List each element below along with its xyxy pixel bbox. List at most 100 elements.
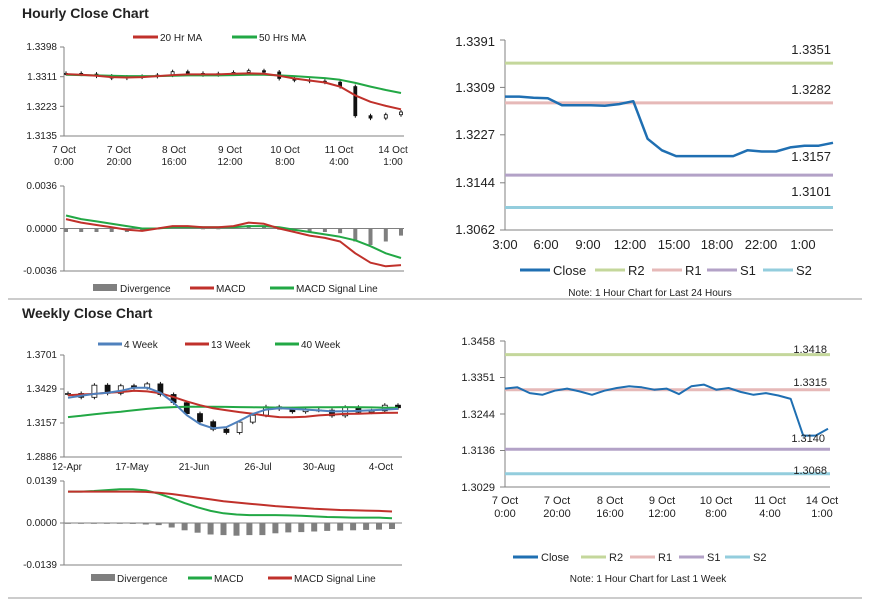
weekly-chart-title: Weekly Close Chart xyxy=(22,305,153,321)
divergence-bar xyxy=(142,523,149,525)
hourly-levels-plot xyxy=(505,61,834,209)
x-tick-label: 7 Oct xyxy=(107,145,131,156)
x-tick-label: 14 Oct xyxy=(378,145,408,156)
divergence-bar xyxy=(368,228,373,245)
x-tick-label: 10 Oct xyxy=(270,145,300,156)
y-tick-label: 1.3351 xyxy=(461,372,495,384)
x-tick-label: 9:00 xyxy=(575,237,600,252)
legend-divergence-swatch xyxy=(91,574,115,581)
hourly-candle xyxy=(368,115,373,119)
weekly-candle xyxy=(197,413,203,423)
w40-line xyxy=(67,405,399,419)
x-tick-label: 11 Oct xyxy=(754,495,786,507)
y-tick-label: 0.0000 xyxy=(26,518,57,529)
s1-level-label: 1.3157 xyxy=(791,149,831,164)
x-tick-label: 4:00 xyxy=(759,508,780,520)
x-tick-label: 12:00 xyxy=(217,157,242,168)
macd-signal-line xyxy=(65,214,402,259)
r2-level-label: 1.3351 xyxy=(791,42,831,57)
divergence-bar xyxy=(376,523,382,530)
divergence-bar xyxy=(181,523,188,531)
y-tick-label: 0.0036 xyxy=(26,181,57,192)
w4-line xyxy=(67,386,399,430)
x-tick-label: 16:00 xyxy=(161,157,186,168)
legend-signal-label: MACD Signal Line xyxy=(296,284,378,295)
s1-level-label: 1.3140 xyxy=(791,433,825,445)
x-tick-label: 15:00 xyxy=(658,237,691,252)
legend-s2-label: S2 xyxy=(796,263,812,278)
legend-s1-label: S1 xyxy=(707,552,720,564)
macd-signal-line xyxy=(68,490,393,513)
y-tick-label: 1.3029 xyxy=(461,482,495,494)
legend-close-label: Close xyxy=(541,552,569,564)
w13-line xyxy=(67,389,399,419)
weekly-levels-axes: 1.3458 1.3351 1.3244 1.3136 1.3029 7 Oct… xyxy=(461,336,838,520)
x-tick-label: 0:00 xyxy=(54,157,74,168)
y-tick-label: 1.3701 xyxy=(26,350,57,361)
s2-level-label: 1.3101 xyxy=(791,184,831,199)
divergence-bar xyxy=(194,523,201,533)
y-tick-label: 1.3157 xyxy=(26,418,57,429)
y-tick-label: 1.3135 xyxy=(26,131,57,142)
divergence-bar xyxy=(311,523,318,532)
x-tick-label: 12:00 xyxy=(614,237,647,252)
divergence-bar xyxy=(383,228,388,242)
divergence-bar xyxy=(129,523,136,524)
legend-r2-label: R2 xyxy=(628,263,645,278)
divergence-bar xyxy=(285,523,292,533)
x-tick-label: 4-Oct xyxy=(369,462,394,473)
weekly-macd-plot xyxy=(65,488,395,536)
x-tick-label: 20:00 xyxy=(543,508,571,520)
divergence-bar xyxy=(220,523,227,536)
hourly-levels-note: Note: 1 Hour Chart for Last 24 Hours xyxy=(568,288,731,299)
divergence-bar xyxy=(307,228,312,232)
x-tick-label: 8 Oct xyxy=(162,145,186,156)
y-tick-label: 1.3429 xyxy=(26,384,57,395)
y-tick-label: 0.0139 xyxy=(26,476,57,487)
hourly-levels-axes: 1.3391 1.3309 1.3227 1.3144 1.3062 3:00 … xyxy=(455,34,833,252)
close-line xyxy=(505,95,834,158)
s2-level-label: 1.3068 xyxy=(793,465,827,477)
x-tick-label: 0:00 xyxy=(494,508,515,520)
divergence-bar xyxy=(298,523,305,533)
weekly-candle xyxy=(183,402,190,415)
legend-divergence-swatch xyxy=(93,284,117,291)
hourly-candle xyxy=(353,86,358,117)
x-tick-label: 21-Jun xyxy=(179,462,210,473)
x-tick-label: 1:00 xyxy=(790,237,815,252)
legend-macd-label: MACD xyxy=(214,574,243,585)
weekly-levels-legend: Close R2 R1 S1 S2 xyxy=(513,552,766,564)
divergence-bar xyxy=(363,523,370,530)
x-tick-label: 9 Oct xyxy=(649,495,675,507)
legend-ma50-label: 50 Hrs MA xyxy=(259,33,307,44)
macd-line xyxy=(65,218,402,268)
y-tick-label: 0.0000 xyxy=(26,224,57,235)
hourly-macd-legend: Divergence MACD MACD Signal Line xyxy=(93,284,378,295)
divergence-bar xyxy=(246,523,253,536)
divergence-bar xyxy=(272,523,279,534)
weekly-price-plot xyxy=(65,381,401,435)
divergence-bar xyxy=(64,228,68,232)
x-tick-label: 8:00 xyxy=(705,508,726,520)
hourly-levels-legend: Close R2 R1 S1 S2 xyxy=(520,263,812,278)
x-tick-label: 30-Aug xyxy=(303,462,335,473)
x-tick-label: 1:00 xyxy=(383,157,403,168)
x-tick-label: 1:00 xyxy=(811,508,832,520)
close-line xyxy=(504,383,829,437)
weekly-price-axes: 1.3701 1.3429 1.3157 1.2886 12-Apr 17-Ma… xyxy=(26,350,402,473)
legend-40week-label: 40 Week xyxy=(301,340,341,351)
divergence-bar xyxy=(337,523,344,531)
hourly-price-axes: 1.3398 1.3311 1.3223 1.3135 7 Oct 0:00 7… xyxy=(26,42,408,168)
y-tick-label: 1.3144 xyxy=(455,175,495,190)
y-tick-label: 1.3136 xyxy=(461,445,495,457)
weekly-candle xyxy=(236,421,243,433)
hourly-candle xyxy=(185,71,190,74)
weekly-candle xyxy=(249,414,256,423)
weekly-price-legend: 4 Week 13 Week 40 Week xyxy=(98,340,341,351)
legend-13week-label: 13 Week xyxy=(211,340,251,351)
hourly-macd-plot xyxy=(64,214,403,268)
weekly-candle xyxy=(91,384,98,398)
divergence-bar xyxy=(259,523,266,536)
r1-level-label: 1.3315 xyxy=(793,377,827,389)
hourly-chart-title: Hourly Close Chart xyxy=(22,5,149,21)
